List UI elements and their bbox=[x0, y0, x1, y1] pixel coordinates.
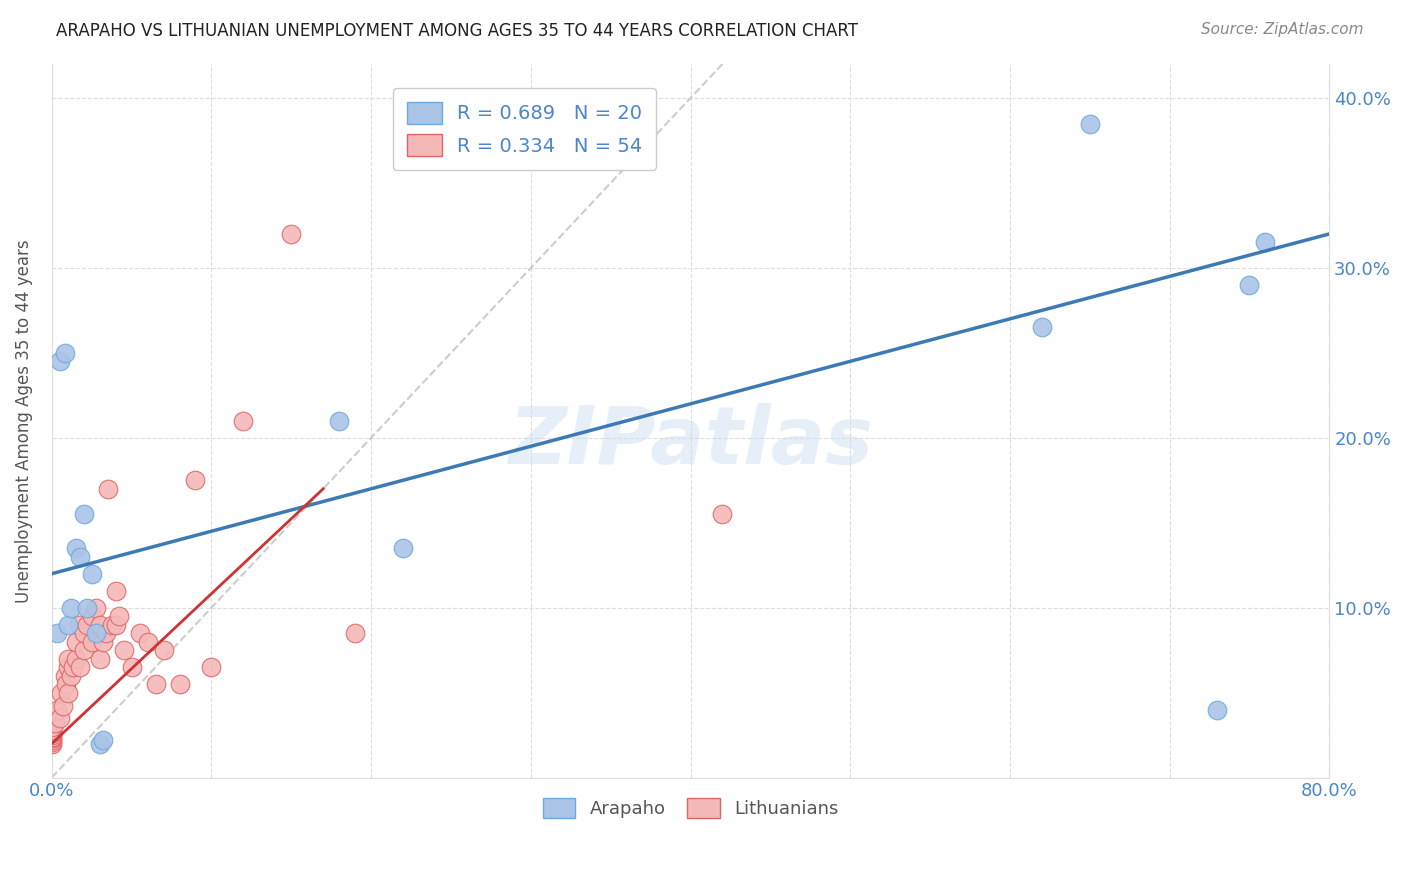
Point bbox=[59, 600, 82, 615]
Point bbox=[1206, 703, 1229, 717]
Point bbox=[56, 685, 79, 699]
Point bbox=[41, 733, 63, 747]
Point bbox=[41, 731, 63, 746]
Point bbox=[41, 724, 63, 739]
Point bbox=[94, 626, 117, 640]
Point bbox=[1239, 277, 1261, 292]
Point bbox=[41, 737, 63, 751]
Point bbox=[80, 634, 103, 648]
Point bbox=[67, 617, 90, 632]
Point bbox=[89, 651, 111, 665]
Point bbox=[44, 716, 66, 731]
Point bbox=[62, 660, 84, 674]
Point bbox=[101, 617, 124, 632]
Point bbox=[86, 600, 108, 615]
Point bbox=[344, 626, 367, 640]
Point bbox=[91, 733, 114, 747]
Point bbox=[1078, 116, 1101, 130]
Point bbox=[91, 634, 114, 648]
Point bbox=[232, 414, 254, 428]
Point bbox=[53, 346, 76, 360]
Point bbox=[53, 668, 76, 682]
Point bbox=[89, 617, 111, 632]
Point bbox=[184, 473, 207, 487]
Point bbox=[48, 711, 70, 725]
Point bbox=[52, 699, 75, 714]
Point bbox=[76, 600, 98, 615]
Point bbox=[65, 651, 87, 665]
Point bbox=[56, 651, 79, 665]
Point bbox=[41, 720, 63, 734]
Point bbox=[69, 549, 91, 564]
Point bbox=[51, 685, 73, 699]
Point bbox=[80, 566, 103, 581]
Point bbox=[73, 643, 96, 657]
Point bbox=[136, 634, 159, 648]
Point bbox=[41, 730, 63, 744]
Point bbox=[55, 677, 77, 691]
Point bbox=[65, 634, 87, 648]
Point bbox=[1254, 235, 1277, 250]
Point bbox=[280, 227, 302, 241]
Point bbox=[59, 668, 82, 682]
Point bbox=[65, 541, 87, 556]
Legend: Arapaho, Lithuanians: Arapaho, Lithuanians bbox=[536, 790, 845, 826]
Point bbox=[45, 703, 67, 717]
Point bbox=[711, 508, 734, 522]
Point bbox=[145, 677, 167, 691]
Point bbox=[104, 583, 127, 598]
Point bbox=[41, 723, 63, 737]
Point bbox=[104, 617, 127, 632]
Point bbox=[200, 660, 222, 674]
Point bbox=[73, 508, 96, 522]
Point bbox=[41, 728, 63, 742]
Point bbox=[1031, 320, 1053, 334]
Point bbox=[328, 414, 350, 428]
Point bbox=[128, 626, 150, 640]
Point bbox=[69, 660, 91, 674]
Point bbox=[45, 626, 67, 640]
Point bbox=[56, 617, 79, 632]
Point bbox=[97, 482, 120, 496]
Point bbox=[76, 617, 98, 632]
Point bbox=[86, 626, 108, 640]
Point bbox=[121, 660, 143, 674]
Point bbox=[89, 737, 111, 751]
Text: ARAPAHO VS LITHUANIAN UNEMPLOYMENT AMONG AGES 35 TO 44 YEARS CORRELATION CHART: ARAPAHO VS LITHUANIAN UNEMPLOYMENT AMONG… bbox=[56, 22, 858, 40]
Point bbox=[392, 541, 415, 556]
Point bbox=[41, 735, 63, 749]
Point bbox=[73, 626, 96, 640]
Point bbox=[41, 726, 63, 740]
Text: Source: ZipAtlas.com: Source: ZipAtlas.com bbox=[1201, 22, 1364, 37]
Text: ZIPatlas: ZIPatlas bbox=[508, 403, 873, 481]
Point bbox=[48, 354, 70, 368]
Point bbox=[169, 677, 191, 691]
Point bbox=[108, 609, 131, 624]
Point bbox=[80, 609, 103, 624]
Point bbox=[152, 643, 174, 657]
Point bbox=[112, 643, 135, 657]
Y-axis label: Unemployment Among Ages 35 to 44 years: Unemployment Among Ages 35 to 44 years bbox=[15, 239, 32, 603]
Point bbox=[56, 660, 79, 674]
